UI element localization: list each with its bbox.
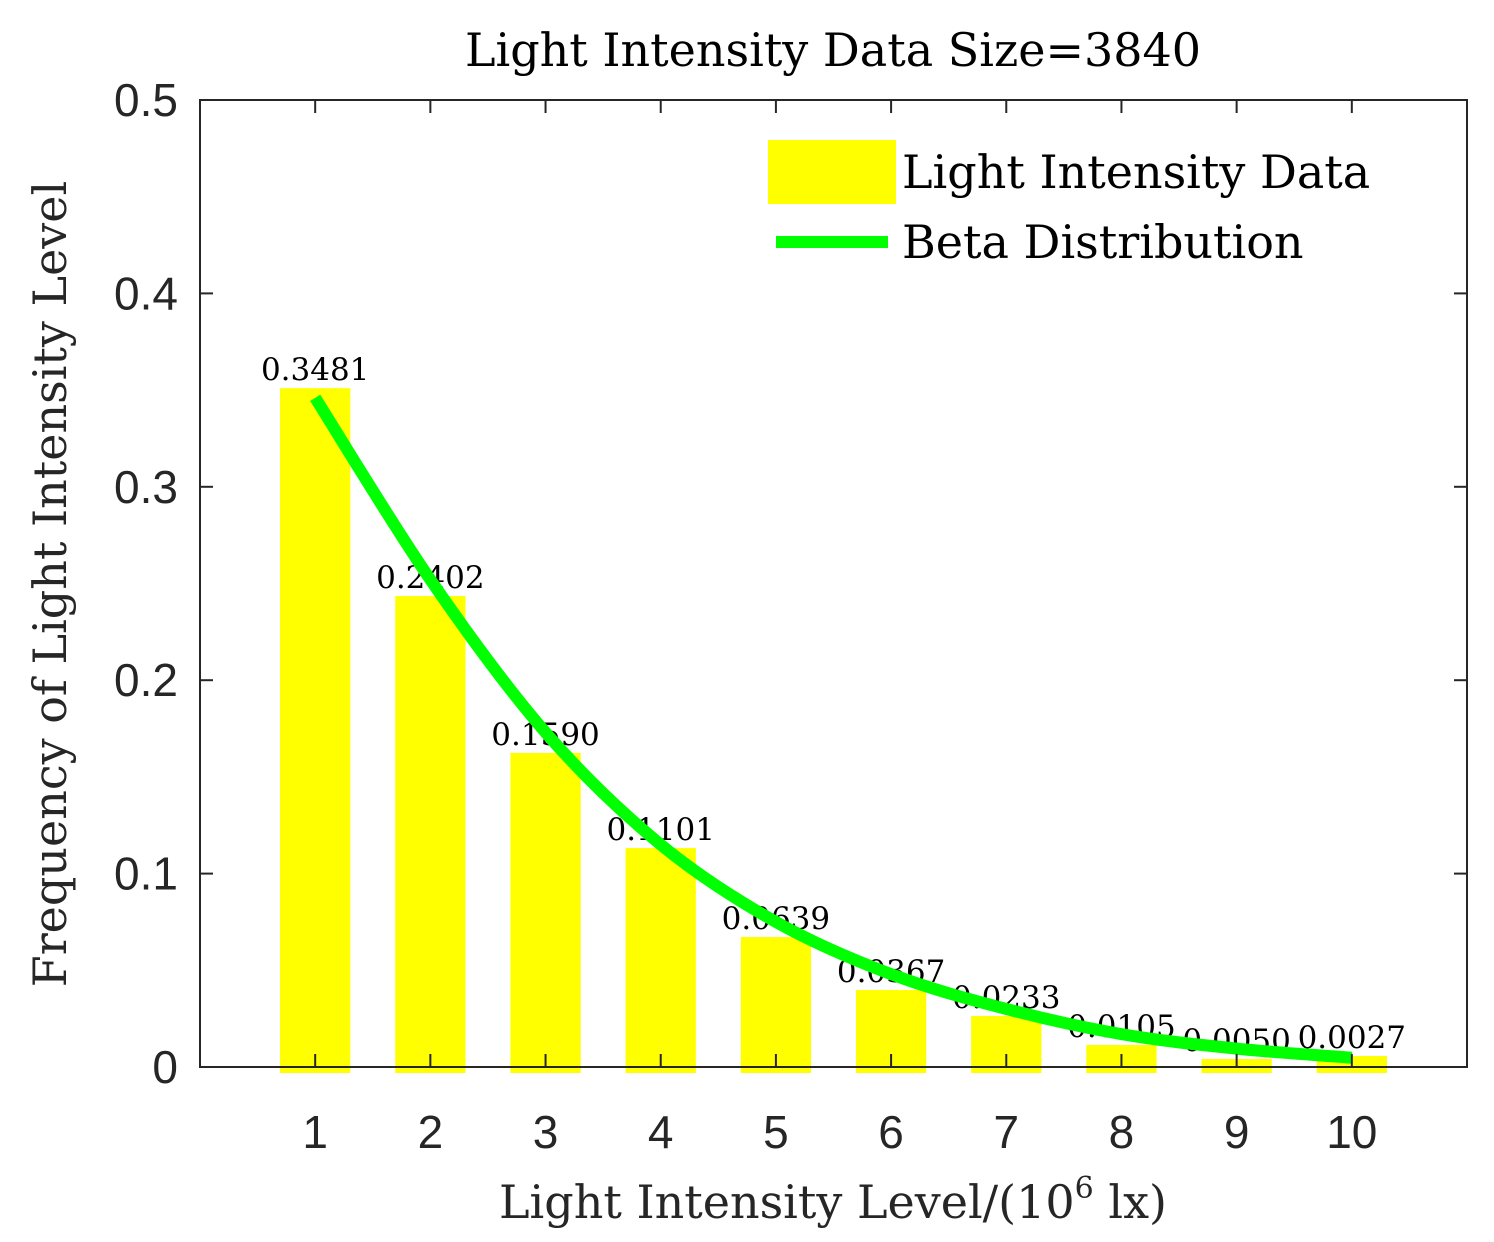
bar [510, 752, 581, 1073]
bar [395, 596, 466, 1073]
y-axis-label: Frequency of Light Intensity Level [23, 181, 77, 987]
y-tick-label: 0.5 [114, 74, 178, 126]
x-tick-label: 3 [533, 1106, 559, 1158]
axis-ticks: 1 2 3 4 5 6 7 8 9 10 0 0.1 0.2 0.3 0.4 0.5 [114, 74, 1467, 1158]
beta-distribution-line [310, 394, 1353, 1064]
x-tick-label: 6 [878, 1106, 904, 1158]
legend-label-line: Beta Distribution [902, 215, 1304, 269]
bar [280, 388, 351, 1073]
x-tick-label: 4 [648, 1106, 674, 1158]
bar-value-label: 0.3481 [261, 352, 369, 388]
x-tick-label: 9 [1224, 1106, 1250, 1158]
x-tick-label: 8 [1109, 1106, 1135, 1158]
bar [740, 937, 812, 1073]
y-tick-label: 0.3 [114, 461, 178, 513]
x-tick-label: 5 [763, 1106, 789, 1158]
legend: Light Intensity Data Beta Distribution [768, 140, 1370, 269]
legend-label-bar: Light Intensity Data [902, 145, 1370, 199]
legend-swatch-bar [768, 140, 896, 204]
x-axis-label: Light Intensity Level/(106 lx) [499, 1171, 1167, 1229]
plot-area: 0.34810.24020.15900.11010.06390.03670.02… [261, 352, 1406, 1073]
axes-box [199, 99, 1468, 1068]
y-tick-label: 0.1 [114, 848, 178, 900]
y-tick-label: 0.4 [114, 267, 178, 319]
x-tick-label: 2 [418, 1106, 444, 1158]
y-tick-label: 0.2 [114, 654, 178, 706]
bar [625, 848, 696, 1073]
x-tick-label: 10 [1326, 1106, 1377, 1158]
x-tick-label: 7 [993, 1106, 1019, 1158]
x-tick-label: 1 [302, 1106, 328, 1158]
chart-title: Light Intensity Data Size=3840 [465, 23, 1201, 77]
y-tick-label: 0 [152, 1041, 178, 1093]
